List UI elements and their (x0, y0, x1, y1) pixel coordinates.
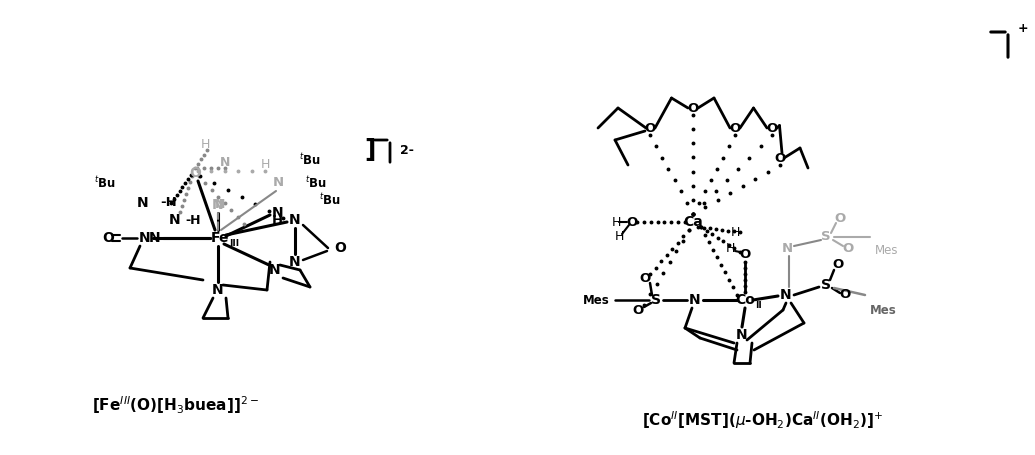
Text: O: O (832, 258, 844, 272)
Text: N: N (139, 231, 151, 245)
Text: N: N (149, 231, 160, 245)
Text: H: H (726, 242, 735, 254)
Text: H: H (615, 229, 624, 243)
Text: Fe: Fe (211, 231, 229, 245)
Text: O: O (739, 248, 750, 262)
Text: N: N (272, 177, 284, 189)
Text: $^t$Bu: $^t$Bu (305, 175, 327, 191)
Text: Ca: Ca (683, 215, 703, 229)
Text: H: H (201, 138, 210, 152)
Text: N: N (215, 198, 226, 212)
Text: $^t$Bu: $^t$Bu (319, 192, 341, 208)
Text: N: N (212, 283, 224, 297)
Text: O: O (645, 121, 655, 135)
Text: -H: -H (160, 197, 177, 209)
Text: N: N (272, 206, 284, 220)
Text: H: H (731, 226, 740, 238)
Text: H: H (612, 216, 621, 228)
Text: N: N (689, 293, 701, 307)
Text: Mes: Mes (584, 293, 610, 307)
Text: Mes: Mes (870, 303, 896, 317)
Text: O: O (189, 166, 201, 180)
Text: N: N (269, 263, 280, 277)
Text: S: S (651, 293, 661, 307)
Text: O: O (626, 216, 638, 228)
Text: +: + (1018, 21, 1029, 35)
Text: N: N (736, 328, 748, 342)
Text: III: III (229, 239, 239, 248)
Text: N: N (219, 156, 230, 168)
Text: O: O (834, 212, 846, 224)
Text: O: O (640, 272, 651, 284)
Text: O: O (632, 303, 644, 317)
Text: S: S (821, 278, 831, 292)
Text: O: O (839, 288, 851, 302)
Text: S: S (821, 231, 831, 243)
Text: ]: ] (364, 138, 376, 162)
Text: $^t$Bu: $^t$Bu (94, 175, 116, 191)
Text: [Fe$^{III}$(O)[H$_3$buea]]$^{2-}$: [Fe$^{III}$(O)[H$_3$buea]]$^{2-}$ (91, 394, 259, 416)
Text: II: II (756, 302, 763, 310)
Text: N: N (781, 242, 793, 254)
Text: N: N (138, 196, 149, 210)
Text: N: N (212, 198, 224, 212)
Text: -H: -H (185, 213, 201, 227)
Text: Co: Co (735, 293, 755, 307)
Text: N: N (169, 213, 181, 227)
Text: N: N (780, 288, 792, 302)
Text: [Co$^{II}$[MST]($\mu$-OH$_2$)Ca$^{II}$(OH$_2$)]$^{+}$: [Co$^{II}$[MST]($\mu$-OH$_2$)Ca$^{II}$(O… (643, 409, 884, 431)
Text: $^t$Bu: $^t$Bu (299, 152, 321, 168)
Text: O: O (766, 121, 777, 135)
Text: H: H (271, 213, 283, 227)
Text: O: O (730, 121, 741, 135)
Text: O: O (102, 231, 114, 245)
Text: N: N (289, 255, 301, 269)
Text: Mes: Mes (875, 243, 898, 257)
Text: N: N (289, 213, 301, 227)
Text: H: H (261, 158, 270, 172)
Text: O: O (842, 242, 854, 254)
Text: O: O (774, 152, 786, 165)
Text: O: O (334, 241, 346, 255)
Text: O: O (687, 101, 699, 115)
Text: 2-: 2- (400, 143, 414, 157)
